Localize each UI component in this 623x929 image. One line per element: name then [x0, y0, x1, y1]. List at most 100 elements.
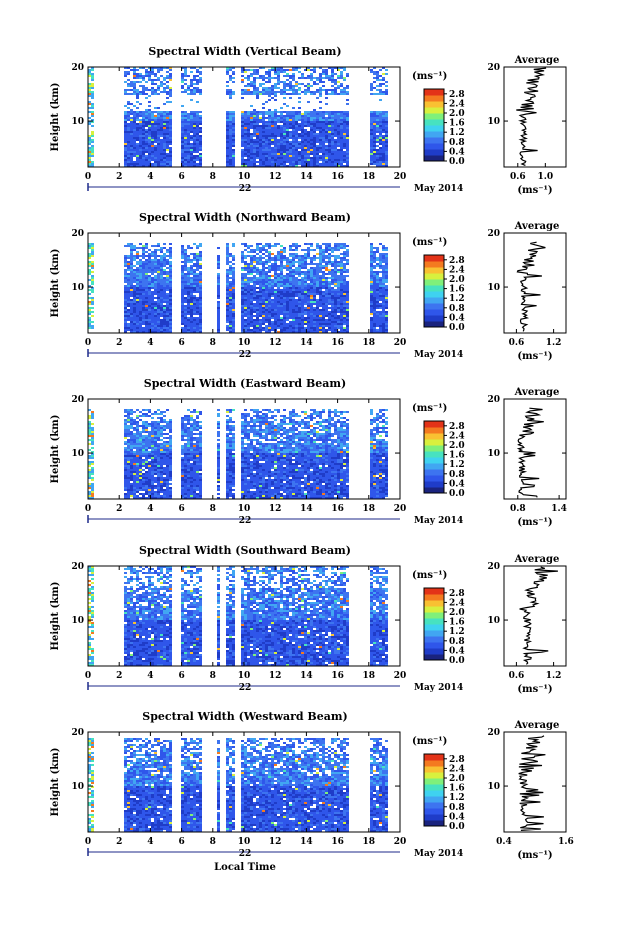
y-tick-label: 10 [71, 782, 84, 792]
date-month: May 2014 [414, 683, 463, 693]
colorbar: 0.00.40.81.21.62.02.42.8 [423, 254, 465, 333]
y-axis-label: Height (km) [50, 415, 61, 484]
x-axis-label: Local Time [214, 862, 276, 873]
heatmap-cells [88, 243, 388, 333]
x-tick-label: 10 [238, 671, 251, 681]
date-day: 22 [239, 849, 252, 859]
colorbar: 0.00.40.81.21.62.02.42.8 [423, 753, 465, 832]
colorbar-tick: 0.8 [449, 138, 465, 148]
average-x-tick: 0.6 [510, 172, 526, 182]
average-profile-panel: Average 10 20 0.4 1.6 (ms⁻¹) [487, 720, 573, 861]
average-y-tick: 20 [487, 395, 500, 405]
average-unit: (ms⁻¹) [517, 684, 552, 695]
panel-title: Spectral Width (Southward Beam) [139, 544, 351, 557]
average-profile-panel: Average 10 20 0.8 1.4 (ms⁻¹) [487, 387, 566, 528]
heatmap-cells [88, 409, 388, 499]
x-tick-label: 2 [116, 837, 122, 847]
y-tick-label: 10 [71, 449, 84, 459]
x-tick-label: 12 [269, 172, 282, 182]
average-y-tick: 20 [487, 229, 500, 239]
average-title: Average [514, 55, 560, 66]
x-tick-label: 12 [269, 338, 282, 348]
average-unit: (ms⁻¹) [517, 850, 552, 861]
colorbar-tick: 2.8 [449, 589, 465, 599]
x-tick-label: 8 [210, 338, 216, 348]
colorbar-tick: 1.2 [449, 128, 465, 138]
panel-2: Spectral Width (Northward Beam) 0 2 4 6 8 10 12… [50, 211, 567, 362]
x-tick-label: 18 [363, 837, 376, 847]
average-unit: (ms⁻¹) [517, 185, 552, 196]
colorbar-tick: 0.0 [449, 157, 465, 167]
heatmap-cells [88, 566, 388, 666]
x-tick-label: 12 [269, 671, 282, 681]
y-tick-label: 10 [71, 117, 84, 127]
x-tick-label: 10 [238, 172, 251, 182]
average-frame [503, 731, 567, 833]
x-tick-label: 8 [210, 837, 216, 847]
colorbar-tick: 0.0 [449, 656, 465, 666]
x-tick-label: 18 [363, 671, 376, 681]
y-tick-label: 20 [71, 63, 84, 73]
date-day: 22 [239, 516, 252, 526]
x-tick-label: 20 [394, 504, 407, 514]
panel-1: Spectral Width (Vertical Beam) 0 2 4 6 8 10 12 1… [50, 45, 567, 196]
average-frame [503, 232, 567, 334]
date-day: 22 [239, 350, 252, 360]
average-x-tick: 0.8 [510, 504, 526, 514]
x-tick-label: 2 [116, 172, 122, 182]
x-tick-label: 20 [394, 837, 407, 847]
date-month: May 2014 [414, 184, 463, 194]
panel-4: Spectral Width (Southward Beam) 0 2 4 6 8 10 12… [50, 544, 567, 695]
x-tick-label: 10 [238, 338, 251, 348]
average-unit: (ms⁻¹) [517, 351, 552, 362]
x-tick-label: 14 [300, 837, 313, 847]
panel-title: Spectral Width (Northward Beam) [139, 211, 351, 224]
panel-title: Spectral Width (Eastward Beam) [144, 377, 346, 390]
x-tick-label: 8 [210, 172, 216, 182]
colorbar-unit: (ms⁻¹) [412, 736, 447, 747]
average-profile-panel: Average 10 20 0.6 1.2 (ms⁻¹) [487, 221, 567, 362]
colorbar-tick: 2.0 [449, 109, 465, 119]
average-profile-line [516, 67, 547, 166]
y-tick-label: 20 [71, 562, 84, 572]
average-x-tick: 1.2 [546, 338, 562, 348]
date-month: May 2014 [414, 350, 463, 360]
date-day: 22 [239, 184, 252, 194]
x-tick-label: 16 [331, 671, 344, 681]
average-y-tick: 20 [487, 562, 500, 572]
x-tick-label: 4 [147, 671, 153, 681]
x-tick-label: 10 [238, 504, 251, 514]
x-tick-label: 0 [85, 504, 91, 514]
colorbar-tick: 2.8 [449, 755, 465, 765]
y-tick-label: 10 [71, 283, 84, 293]
colorbar-unit: (ms⁻¹) [412, 570, 447, 581]
x-tick-label: 2 [116, 671, 122, 681]
date-day: 22 [239, 683, 252, 693]
average-x-tick: 1.6 [558, 837, 574, 847]
y-axis-label: Height (km) [50, 582, 61, 651]
colorbar-tick: 2.4 [449, 99, 465, 109]
date-month: May 2014 [414, 849, 463, 859]
colorbar-tick: 0.4 [449, 147, 465, 157]
colorbar-tick: 0.4 [449, 812, 465, 822]
x-tick-label: 6 [178, 837, 184, 847]
x-tick-label: 12 [269, 504, 282, 514]
colorbar-tick: 1.2 [449, 294, 465, 304]
colorbar-tick: 2.0 [449, 275, 465, 285]
colorbar-tick: 1.2 [449, 627, 465, 637]
x-tick-label: 0 [85, 338, 91, 348]
x-tick-label: 4 [147, 504, 153, 514]
average-y-tick: 20 [487, 728, 500, 738]
x-tick-label: 10 [238, 837, 251, 847]
average-title: Average [514, 387, 560, 398]
x-tick-label: 4 [147, 837, 153, 847]
x-tick-label: 18 [363, 504, 376, 514]
x-tick-label: 8 [210, 671, 216, 681]
colorbar-tick: 1.2 [449, 460, 465, 470]
colorbar-tick: 2.8 [449, 90, 465, 100]
colorbar-tick: 2.0 [449, 774, 465, 784]
x-tick-label: 18 [363, 172, 376, 182]
x-tick-label: 0 [85, 837, 91, 847]
colorbar-tick: 2.8 [449, 422, 465, 432]
x-tick-label: 14 [300, 504, 313, 514]
